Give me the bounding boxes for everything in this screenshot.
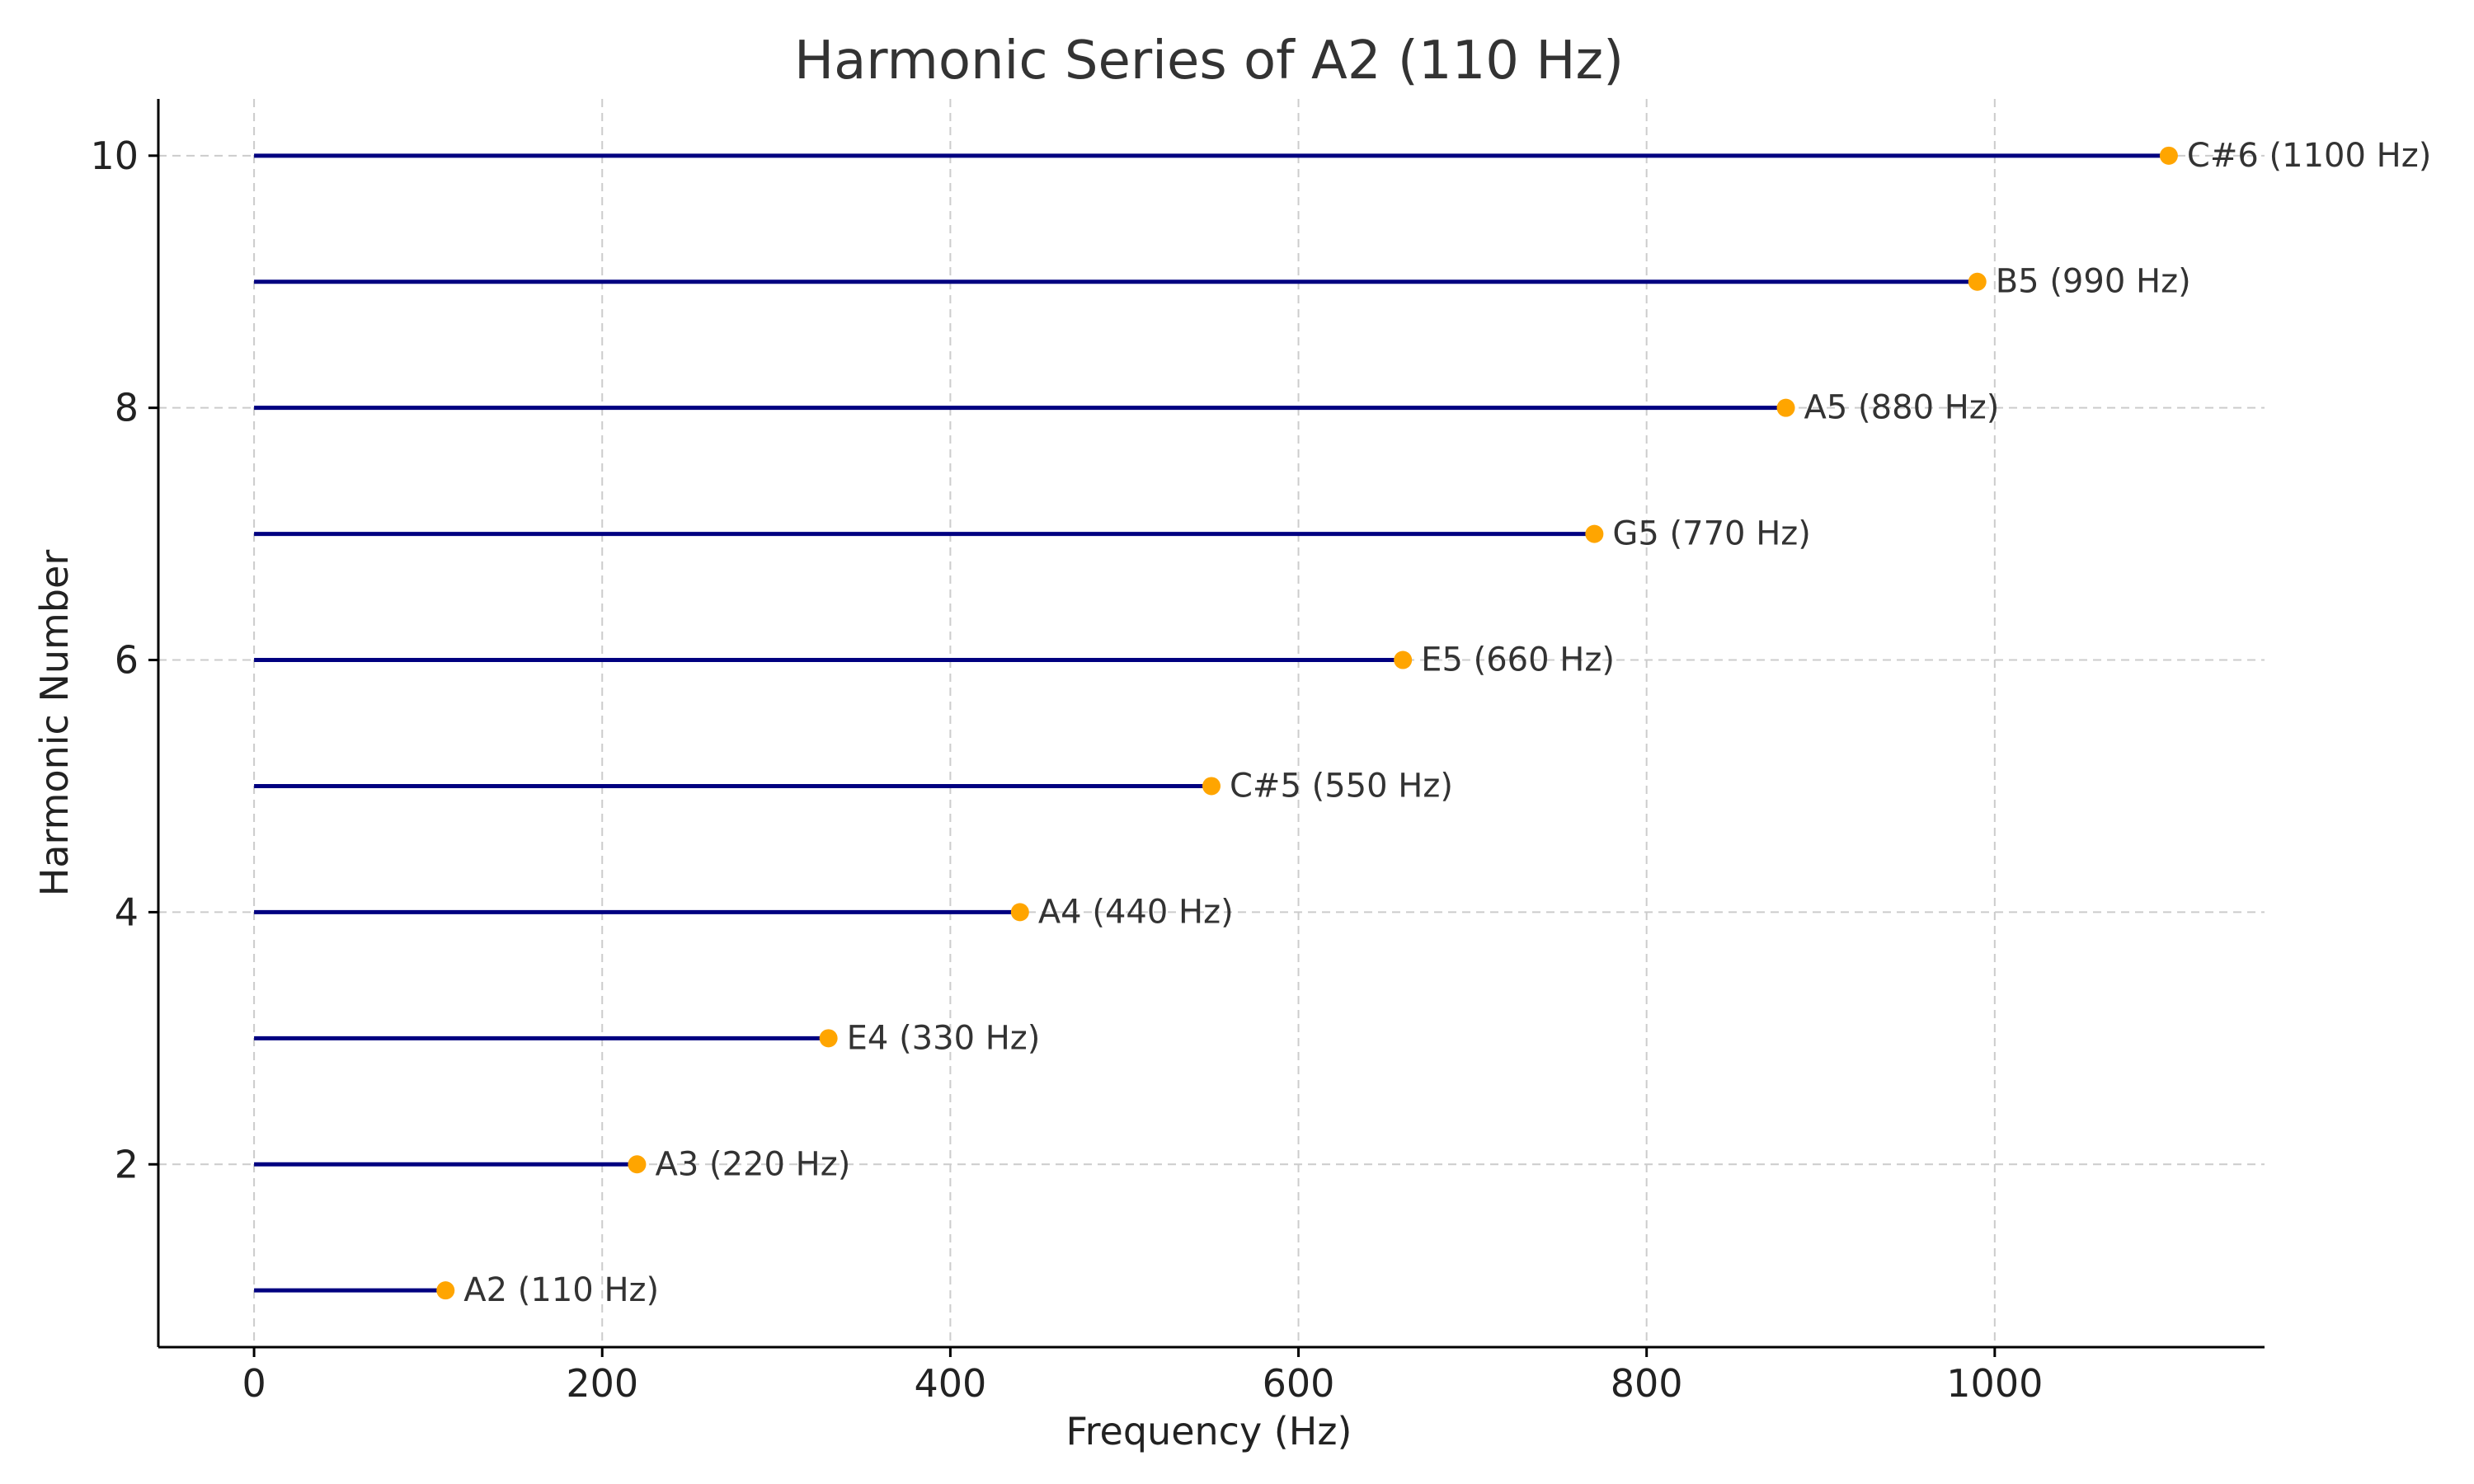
x-tick-label: 0 — [242, 1361, 266, 1406]
series: A2 (110 Hz) A3 (220 Hz) E4 (330 Hz) A4 (440… — [254, 137, 2431, 1309]
data-point — [2159, 146, 2178, 165]
y-axis-label: Harmonic Number — [32, 550, 77, 897]
data-label: E4 (330 Hz) — [847, 1019, 1041, 1057]
x-tick-label: 400 — [914, 1361, 986, 1406]
data-label: A5 (880 Hz) — [1804, 389, 2000, 427]
data-point — [1968, 272, 1987, 291]
y-tick-label: 4 — [115, 890, 139, 934]
data-point — [1585, 524, 1604, 543]
x-axis-label: Frequency (Hz) — [1066, 1409, 1352, 1453]
data-point — [1202, 777, 1221, 796]
axes: 0 200 400 600 800 1000 2 4 6 8 10 — [90, 99, 2265, 1406]
grid — [158, 99, 2265, 1347]
data-label: A4 (440 Hz) — [1038, 893, 1234, 931]
y-tick-label: 6 — [115, 638, 139, 683]
data-point — [819, 1029, 838, 1048]
x-tick-label: 800 — [1611, 1361, 1683, 1406]
y-tick-label: 2 — [115, 1142, 139, 1186]
data-point — [628, 1155, 647, 1174]
data-point — [436, 1281, 455, 1300]
data-label: G5 (770 Hz) — [1612, 515, 1811, 553]
x-tick-label: 200 — [566, 1361, 638, 1406]
data-label: B5 (990 Hz) — [1996, 263, 2191, 301]
data-point — [1010, 903, 1029, 922]
chart-title: Harmonic Series of A2 (110 Hz) — [794, 31, 1624, 92]
data-label: C#6 (1100 Hz) — [2187, 137, 2431, 175]
y-tick-label: 10 — [90, 134, 139, 178]
data-label: C#5 (550 Hz) — [1230, 767, 1453, 805]
data-label: A3 (220 Hz) — [655, 1145, 850, 1183]
data-point — [1776, 398, 1795, 417]
x-tick-label: 1000 — [1946, 1361, 2043, 1406]
data-point — [1394, 650, 1413, 669]
data-label: E5 (660 Hz) — [1421, 641, 1615, 679]
y-tick-label: 8 — [115, 386, 139, 430]
x-tick-label: 600 — [1263, 1361, 1335, 1406]
data-label: A2 (110 Hz) — [463, 1271, 659, 1309]
